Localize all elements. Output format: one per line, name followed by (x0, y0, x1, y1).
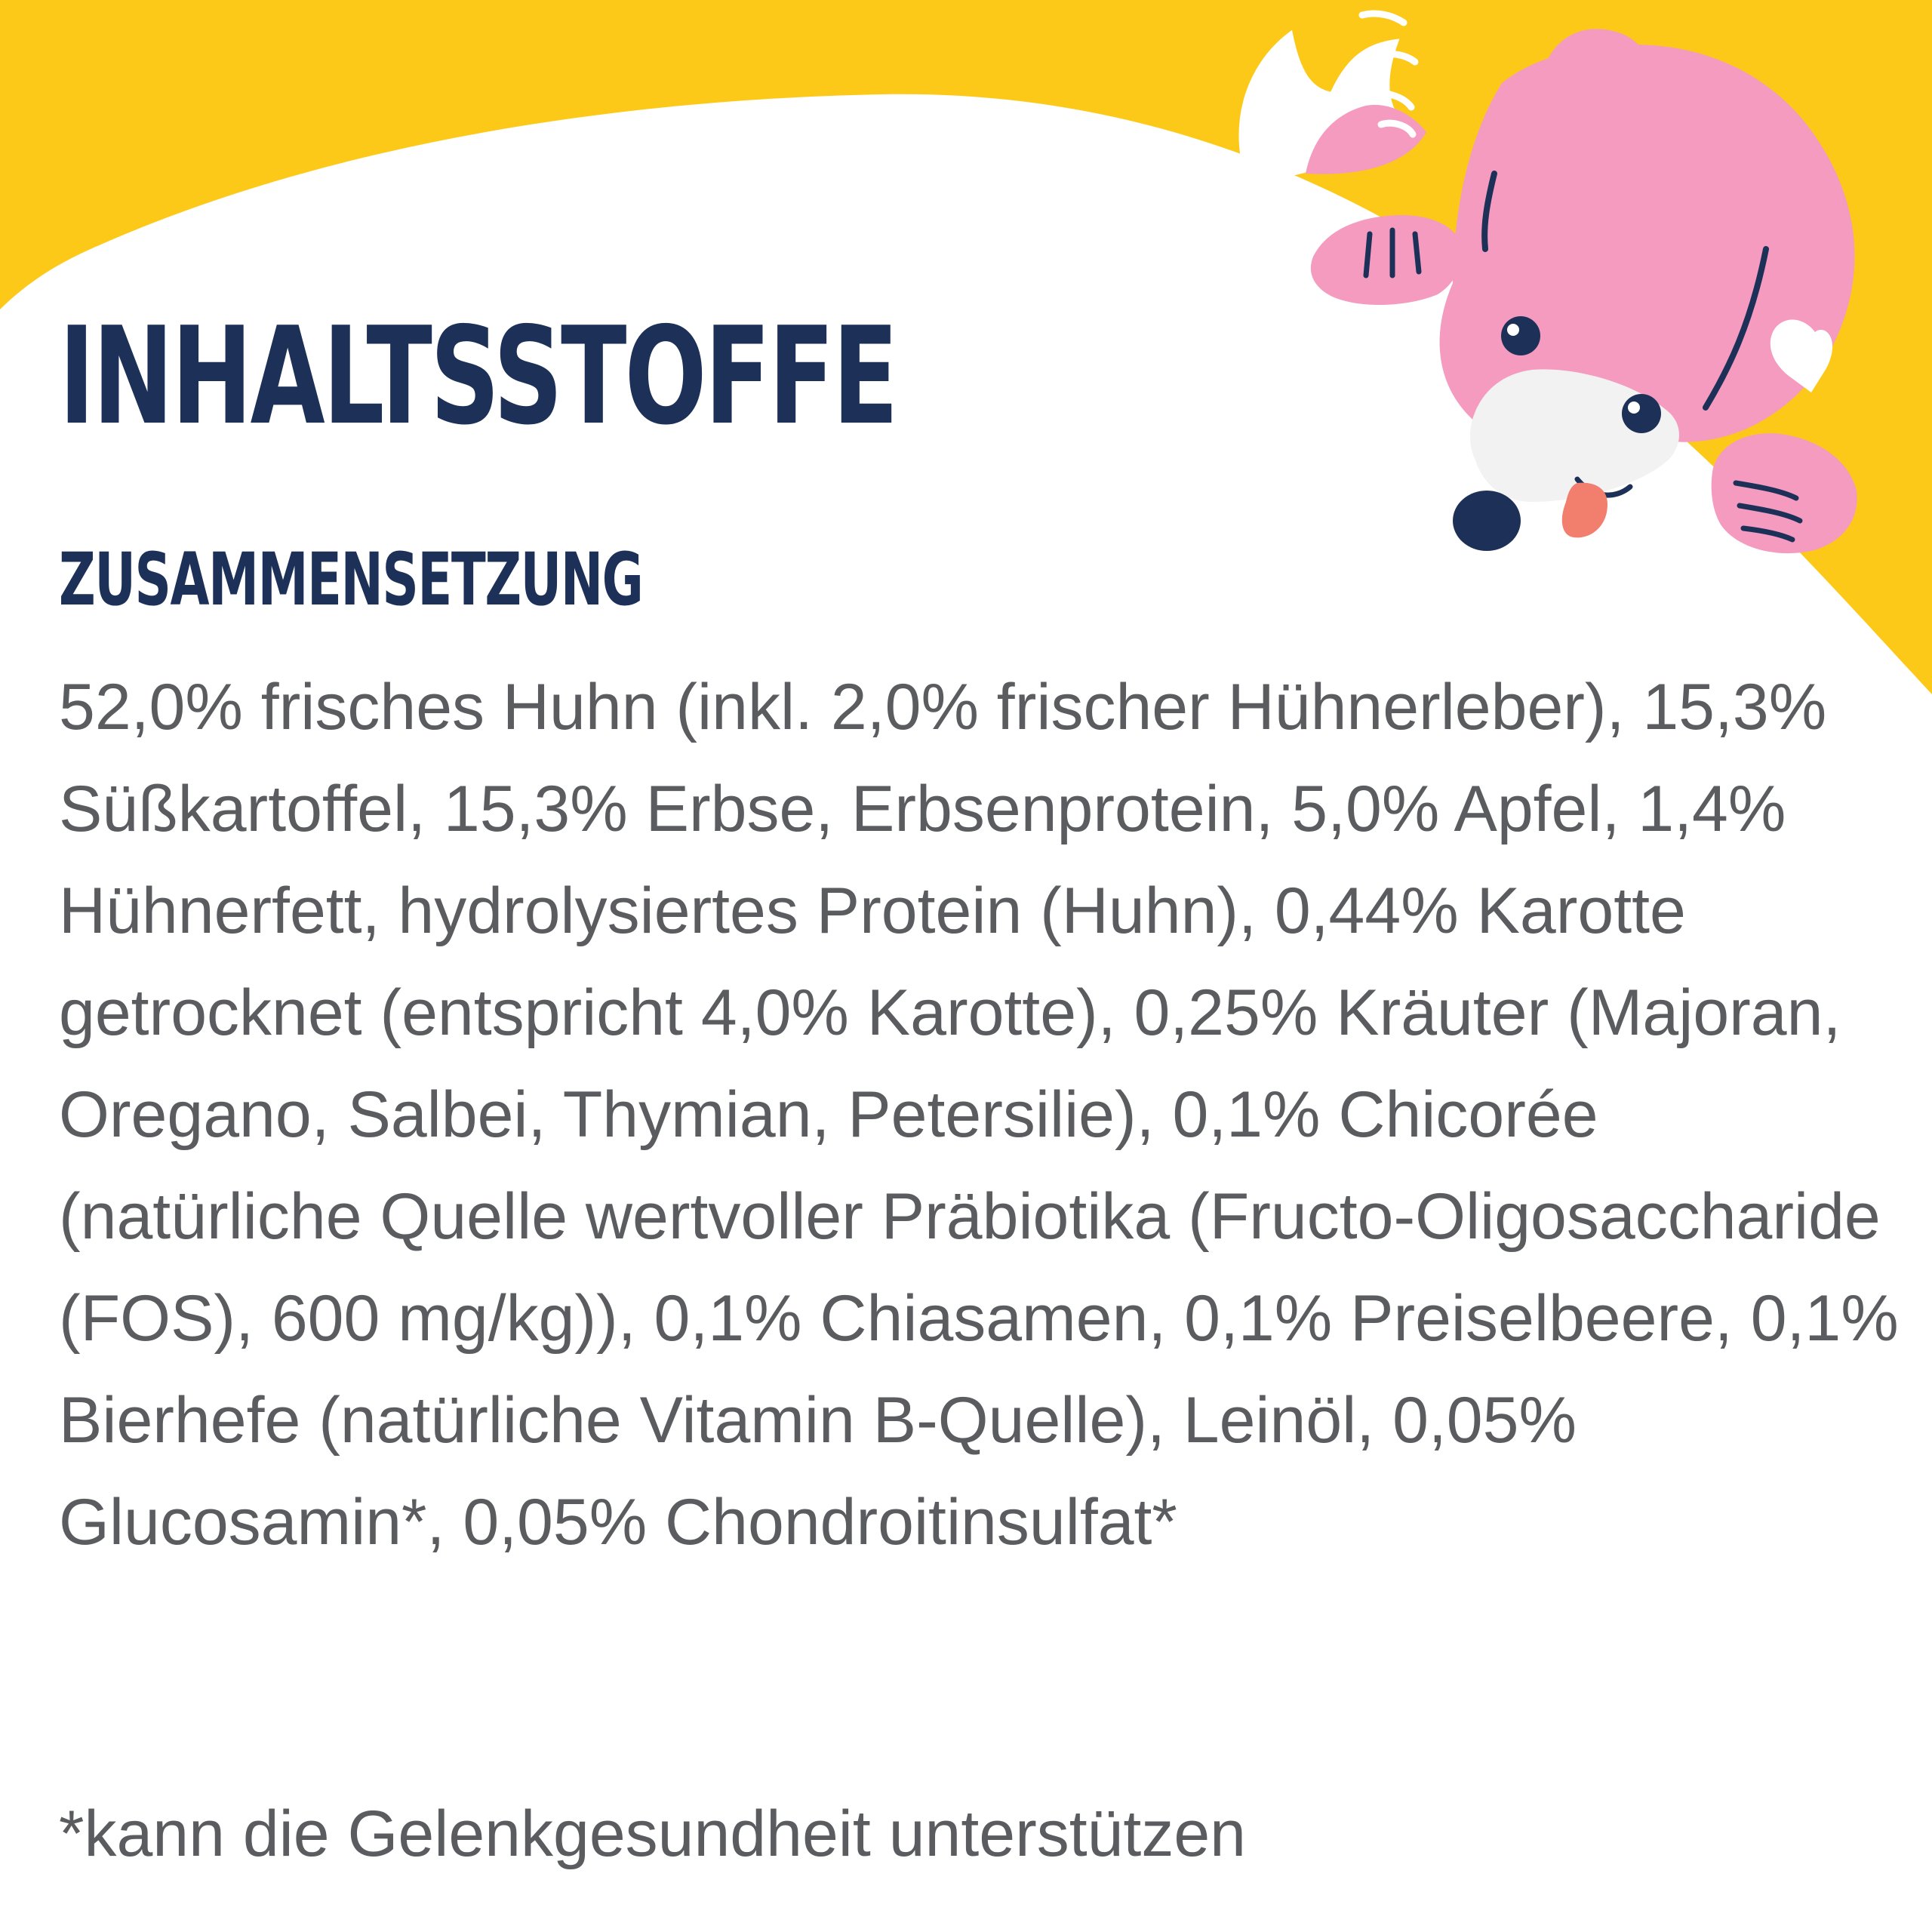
dog-tongue (1561, 482, 1607, 538)
dog-head (1439, 45, 1855, 455)
dog-eye-right (1622, 394, 1661, 433)
dog-left-paw (1310, 215, 1462, 306)
section-subtitle: ZUSAMMENSETZUNG (59, 537, 644, 622)
page-title: INHALTSSTOFFE (59, 298, 899, 454)
dog-nose (1453, 491, 1521, 551)
heart-spot-icon (1770, 319, 1833, 392)
dog-mascot-icon (1238, 10, 1857, 554)
dog-eye-right-shine (1628, 401, 1640, 414)
yellow-top-band (0, 0, 1932, 694)
dog-eye-left (1501, 316, 1540, 355)
right-paw-claws (1733, 480, 1803, 543)
head-strokes (1481, 171, 1769, 411)
dog-eye-left-shine (1507, 324, 1519, 336)
dog-ear (1547, 29, 1648, 83)
footnote-text: *kann die Gelenkgesundheit unterstützen (59, 1798, 1246, 1870)
motion-lines (1358, 10, 1419, 138)
composition-text: 52,0% frisches Huhn (inkl. 2,0% frischer… (59, 671, 1899, 1558)
left-paw-claws (1363, 227, 1422, 278)
